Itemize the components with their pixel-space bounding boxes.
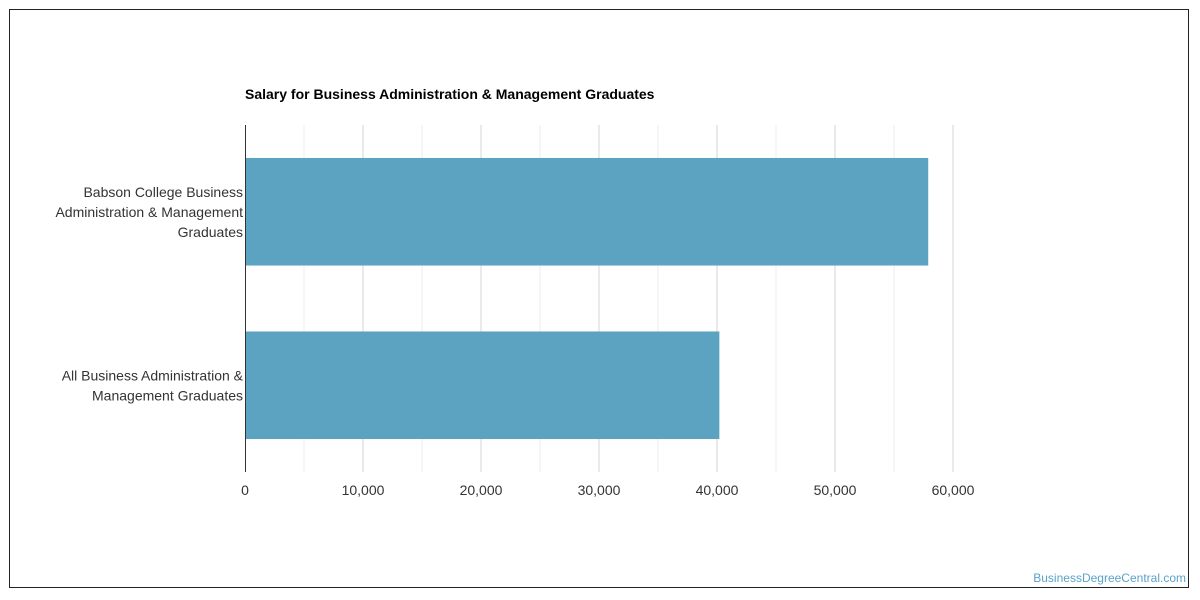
x-tick-label: 50,000 [814,482,857,498]
bar [245,331,720,440]
x-tick-label: 60,000 [932,482,975,498]
x-tick-label: 40,000 [696,482,739,498]
category-label: Graduates [178,224,243,240]
category-label: Administration & Management [55,204,243,220]
x-tick-label: 20,000 [460,482,503,498]
category-label: Management Graduates [92,387,243,403]
category-label: All Business Administration & [62,367,244,383]
x-tick-label: 30,000 [578,482,621,498]
watermark: BusinessDegreeCentral.com [1033,571,1186,585]
bar [245,157,929,266]
x-tick-label: 0 [241,482,249,498]
chart-title: Salary for Business Administration & Man… [245,86,655,102]
x-tick-label: 10,000 [342,482,385,498]
category-label: Babson College Business [83,184,243,200]
